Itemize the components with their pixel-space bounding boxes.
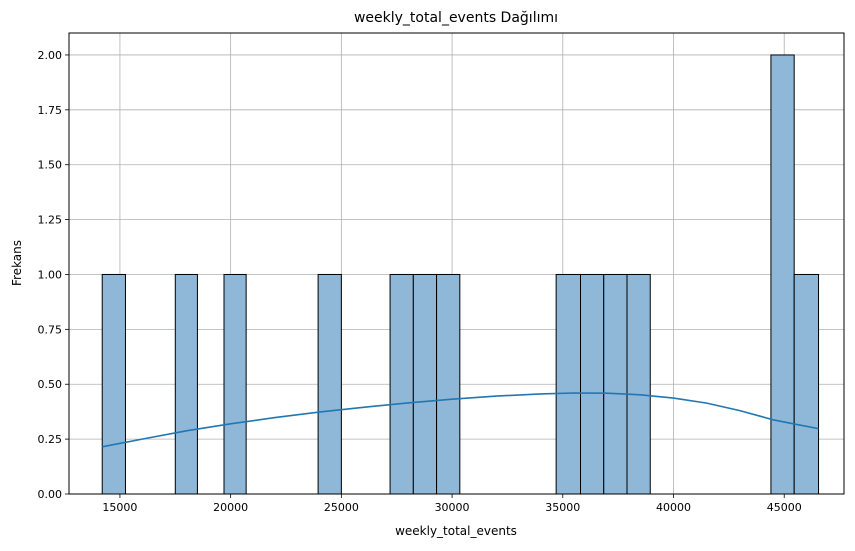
- histogram-bar: [793, 273, 820, 495]
- y-tick-label: 0.50: [38, 378, 63, 391]
- histogram-bar: [389, 273, 414, 495]
- x-tick-label: 20000: [213, 501, 248, 514]
- x-tick-label: 35000: [545, 501, 580, 514]
- kde-curve: [102, 392, 819, 448]
- y-tick-label: 1.75: [38, 104, 63, 117]
- histogram-bar: [436, 273, 461, 495]
- kde-curve-group: [102, 392, 819, 448]
- y-tick-label: 0.25: [38, 433, 63, 446]
- x-tick-label: 40000: [656, 501, 691, 514]
- histogram-bar: [412, 273, 438, 495]
- histogram-bars: [101, 54, 820, 495]
- y-tick-label: 1.25: [38, 214, 63, 227]
- y-axis-label: Frekans: [10, 240, 24, 286]
- y-tick-label: 0.00: [38, 488, 63, 501]
- histogram-bar: [770, 54, 795, 495]
- y-tick-label: 1.50: [38, 159, 63, 172]
- x-tick-label: 30000: [435, 501, 470, 514]
- histogram-bar: [555, 273, 582, 495]
- histogram-bar: [603, 273, 628, 495]
- chart-title: weekly_total_events Dağılımı: [354, 10, 558, 26]
- x-axis-ticks: 15000 20000 25000 30000 35000 40000 45000: [102, 494, 802, 514]
- histogram-bar: [223, 273, 247, 495]
- histogram-bar: [174, 273, 198, 495]
- y-tick-label: 2.00: [38, 49, 63, 62]
- x-tick-label: 45000: [767, 501, 802, 514]
- histogram-bar: [317, 273, 342, 495]
- y-tick-label: 1.00: [38, 268, 63, 281]
- histogram-bar: [101, 273, 126, 495]
- y-axis-ticks: 0.00 0.25 0.50 0.75 1.00 1.25 1.50 1.75 2.00: [38, 49, 69, 501]
- x-axis-label: weekly_total_events: [395, 524, 517, 538]
- histogram-bar: [580, 273, 605, 495]
- plot-frame: [68, 32, 845, 495]
- x-tick-label: 25000: [324, 501, 359, 514]
- y-tick-label: 0.75: [38, 323, 63, 336]
- histogram-bar: [626, 273, 651, 495]
- x-tick-label: 15000: [102, 501, 137, 514]
